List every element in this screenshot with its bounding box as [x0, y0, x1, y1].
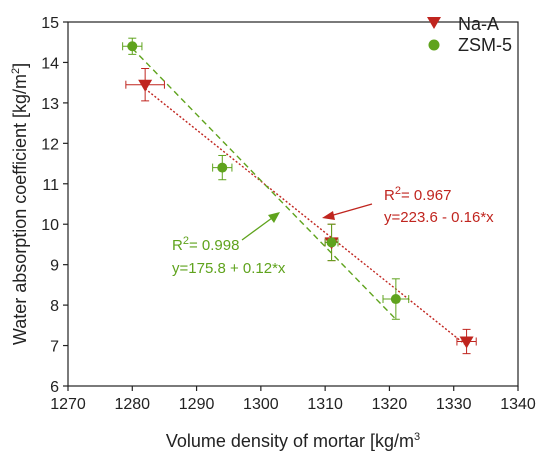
fit-line-na-a: [144, 88, 468, 347]
legend-marker-na-a: [427, 17, 441, 29]
annotation-zsm-5: R2= 0.998 y=175.8 + 0.12*x: [172, 212, 286, 277]
annotation-na-a-arrowhead: [322, 211, 335, 220]
annotation-zsm-5-r2-prefix: R: [172, 237, 183, 254]
annotation-zsm-5-arrowhead: [268, 212, 280, 223]
annotation-na-a-r2-prefix: R: [384, 187, 395, 204]
x-tick-label-1270: 1270: [50, 396, 86, 413]
legend: Na-A ZSM-5: [427, 14, 512, 55]
y-tick-label-9: 9: [50, 258, 59, 275]
y-tick-label-7: 7: [50, 339, 59, 356]
x-axis-title-text: Volume density of mortar [kg/m: [166, 431, 414, 451]
annotation-na-a: R2= 0.967 y=223.6 - 0.16*x: [322, 185, 494, 226]
x-tick-label-1310: 1310: [307, 396, 343, 413]
point-na-a-2: [459, 336, 474, 349]
y-tick-label-10: 10: [41, 217, 59, 234]
annotation-na-a-r2-value: = 0.967: [401, 187, 451, 204]
y-tick-label-14: 14: [41, 55, 59, 72]
point-zsm-5-1: [217, 162, 228, 173]
annotation-zsm-5-r2: R2= 0.998: [172, 235, 239, 254]
x-tick-label-1320: 1320: [372, 396, 408, 413]
annotation-zsm-5-arrow: [241, 217, 273, 241]
annotation-na-a-arrow: [329, 203, 373, 217]
y-tick-label-13: 13: [41, 96, 59, 113]
legend-marker-zsm-5: [428, 39, 440, 51]
point-zsm-5-3: [390, 294, 401, 305]
point-zsm-5-2: [326, 237, 337, 248]
y-axis-title-end: ]: [10, 63, 30, 68]
x-tick-label-1340: 1340: [500, 396, 536, 413]
annotation-na-a-equation: y=223.6 - 0.16*x: [384, 209, 494, 226]
x-tick-label-1290: 1290: [179, 396, 215, 413]
fit-line-zsm-5: [131, 47, 397, 320]
x-tick-label-1280: 1280: [114, 396, 150, 413]
point-na-a-0: [138, 79, 153, 92]
annotation-na-a-r2-sup: 2: [395, 185, 401, 197]
x-axis-title-sup: 3: [414, 431, 420, 443]
legend-label-na-a: Na-A: [458, 14, 499, 34]
annotation-na-a-r2: R2= 0.967: [384, 185, 451, 204]
y-tick-label-15: 15: [41, 15, 59, 32]
annotation-zsm-5-r2-sup: 2: [183, 235, 189, 247]
y-axis-title-text: Water absorption coefficient [kg/m: [10, 74, 30, 345]
y-tick-label-12: 12: [41, 136, 59, 153]
x-tick-label-1300: 1300: [243, 396, 279, 413]
annotation-zsm-5-equation: y=175.8 + 0.12*x: [172, 260, 286, 277]
x-axis-title: Volume density of mortar [kg/m3: [166, 431, 420, 451]
x-tick-label-1330: 1330: [436, 396, 472, 413]
point-zsm-5-0: [127, 41, 138, 52]
y-tick-label-6: 6: [50, 379, 59, 396]
y-axis-title-sup: 2: [10, 68, 22, 74]
y-axis-title: Water absorption coefficient [kg/m2]: [10, 63, 30, 345]
plot-frame: [67, 21, 519, 387]
y-tick-label-11: 11: [42, 177, 59, 194]
y-tick-label-8: 8: [50, 298, 59, 315]
annotation-zsm-5-r2-value: = 0.998: [189, 237, 239, 254]
legend-label-zsm-5: ZSM-5: [458, 35, 512, 55]
